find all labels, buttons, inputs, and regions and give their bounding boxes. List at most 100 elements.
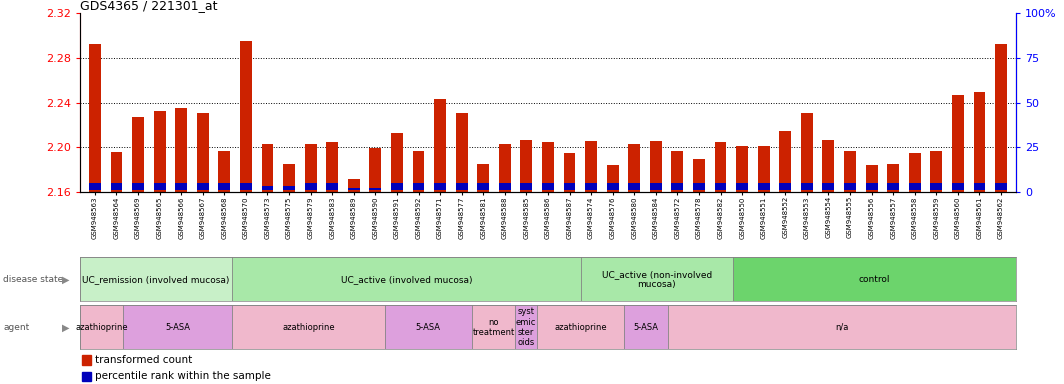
Bar [413, 183, 425, 190]
Bar [736, 146, 748, 192]
Bar [606, 183, 618, 190]
Text: 5-ASA: 5-ASA [416, 323, 440, 332]
Bar [232, 257, 581, 301]
Bar [197, 113, 209, 192]
Bar [434, 99, 446, 192]
Text: transformed count: transformed count [95, 355, 193, 365]
Text: ▶: ▶ [62, 275, 69, 285]
Bar [650, 141, 662, 192]
Bar [866, 183, 878, 190]
Bar [478, 164, 489, 192]
Bar [909, 153, 920, 192]
Bar [369, 149, 381, 192]
Bar [218, 151, 230, 192]
Bar [758, 146, 769, 192]
Bar [499, 144, 511, 192]
Bar [909, 183, 920, 190]
Bar [515, 305, 537, 349]
Bar [176, 108, 187, 192]
Bar [693, 159, 705, 192]
Bar [995, 183, 1007, 190]
Bar [153, 183, 166, 190]
Bar [974, 91, 985, 192]
Bar [82, 372, 90, 381]
Bar [197, 183, 209, 190]
Bar [327, 183, 338, 190]
Bar [240, 183, 252, 190]
Bar [132, 183, 144, 190]
Text: disease state: disease state [3, 275, 64, 284]
Bar [930, 151, 943, 192]
Bar [671, 151, 683, 192]
Bar [89, 43, 101, 192]
Bar [715, 183, 727, 190]
Bar [606, 165, 618, 192]
Bar [952, 183, 964, 190]
Bar [629, 183, 641, 190]
Bar [952, 95, 964, 192]
Bar [542, 142, 554, 192]
Bar [844, 151, 855, 192]
Bar [520, 183, 532, 190]
Bar [930, 183, 943, 190]
Bar [385, 305, 471, 349]
Bar [283, 186, 295, 190]
Bar [537, 305, 625, 349]
Bar [471, 305, 515, 349]
Bar [262, 186, 273, 190]
Text: no
treatment: no treatment [472, 318, 515, 337]
Bar [844, 183, 855, 190]
Bar [801, 113, 813, 192]
Bar [283, 164, 295, 192]
Bar [625, 305, 668, 349]
Bar [668, 305, 1016, 349]
Bar [736, 183, 748, 190]
Bar [455, 113, 467, 192]
Text: percentile rank within the sample: percentile rank within the sample [95, 371, 271, 381]
Bar [693, 183, 705, 190]
Bar [822, 139, 834, 192]
Bar [733, 257, 1016, 301]
Bar [801, 183, 813, 190]
Bar [390, 183, 403, 190]
Bar [995, 43, 1007, 192]
Text: GDS4365 / 221301_at: GDS4365 / 221301_at [80, 0, 217, 12]
Text: ▶: ▶ [62, 323, 69, 333]
Bar [80, 305, 123, 349]
Text: azathioprine: azathioprine [282, 323, 335, 332]
Text: n/a: n/a [835, 323, 849, 332]
Bar [348, 179, 360, 192]
Bar [132, 117, 144, 192]
Bar [581, 257, 733, 301]
Bar [564, 183, 576, 190]
Bar [434, 183, 446, 190]
Text: UC_remission (involved mucosa): UC_remission (involved mucosa) [82, 275, 230, 284]
Bar [80, 257, 232, 301]
Bar [887, 183, 899, 190]
Bar [82, 355, 90, 365]
Bar [390, 133, 403, 192]
Bar [478, 183, 489, 190]
Bar [111, 152, 122, 192]
Bar [111, 183, 122, 190]
Bar [715, 142, 727, 192]
Bar [413, 151, 425, 192]
Bar [650, 183, 662, 190]
Bar [348, 188, 360, 190]
Bar [327, 142, 338, 192]
Bar [887, 164, 899, 192]
Bar [779, 183, 792, 190]
Bar [123, 305, 232, 349]
Bar [262, 144, 273, 192]
Bar [974, 183, 985, 190]
Bar [520, 139, 532, 192]
Bar [89, 183, 101, 190]
Bar [671, 183, 683, 190]
Text: azathioprine: azathioprine [76, 323, 128, 332]
Bar [542, 183, 554, 190]
Bar [866, 165, 878, 192]
Text: UC_active (involved mucosa): UC_active (involved mucosa) [340, 275, 472, 284]
Bar [779, 131, 792, 192]
Bar [564, 153, 576, 192]
Bar [232, 305, 385, 349]
